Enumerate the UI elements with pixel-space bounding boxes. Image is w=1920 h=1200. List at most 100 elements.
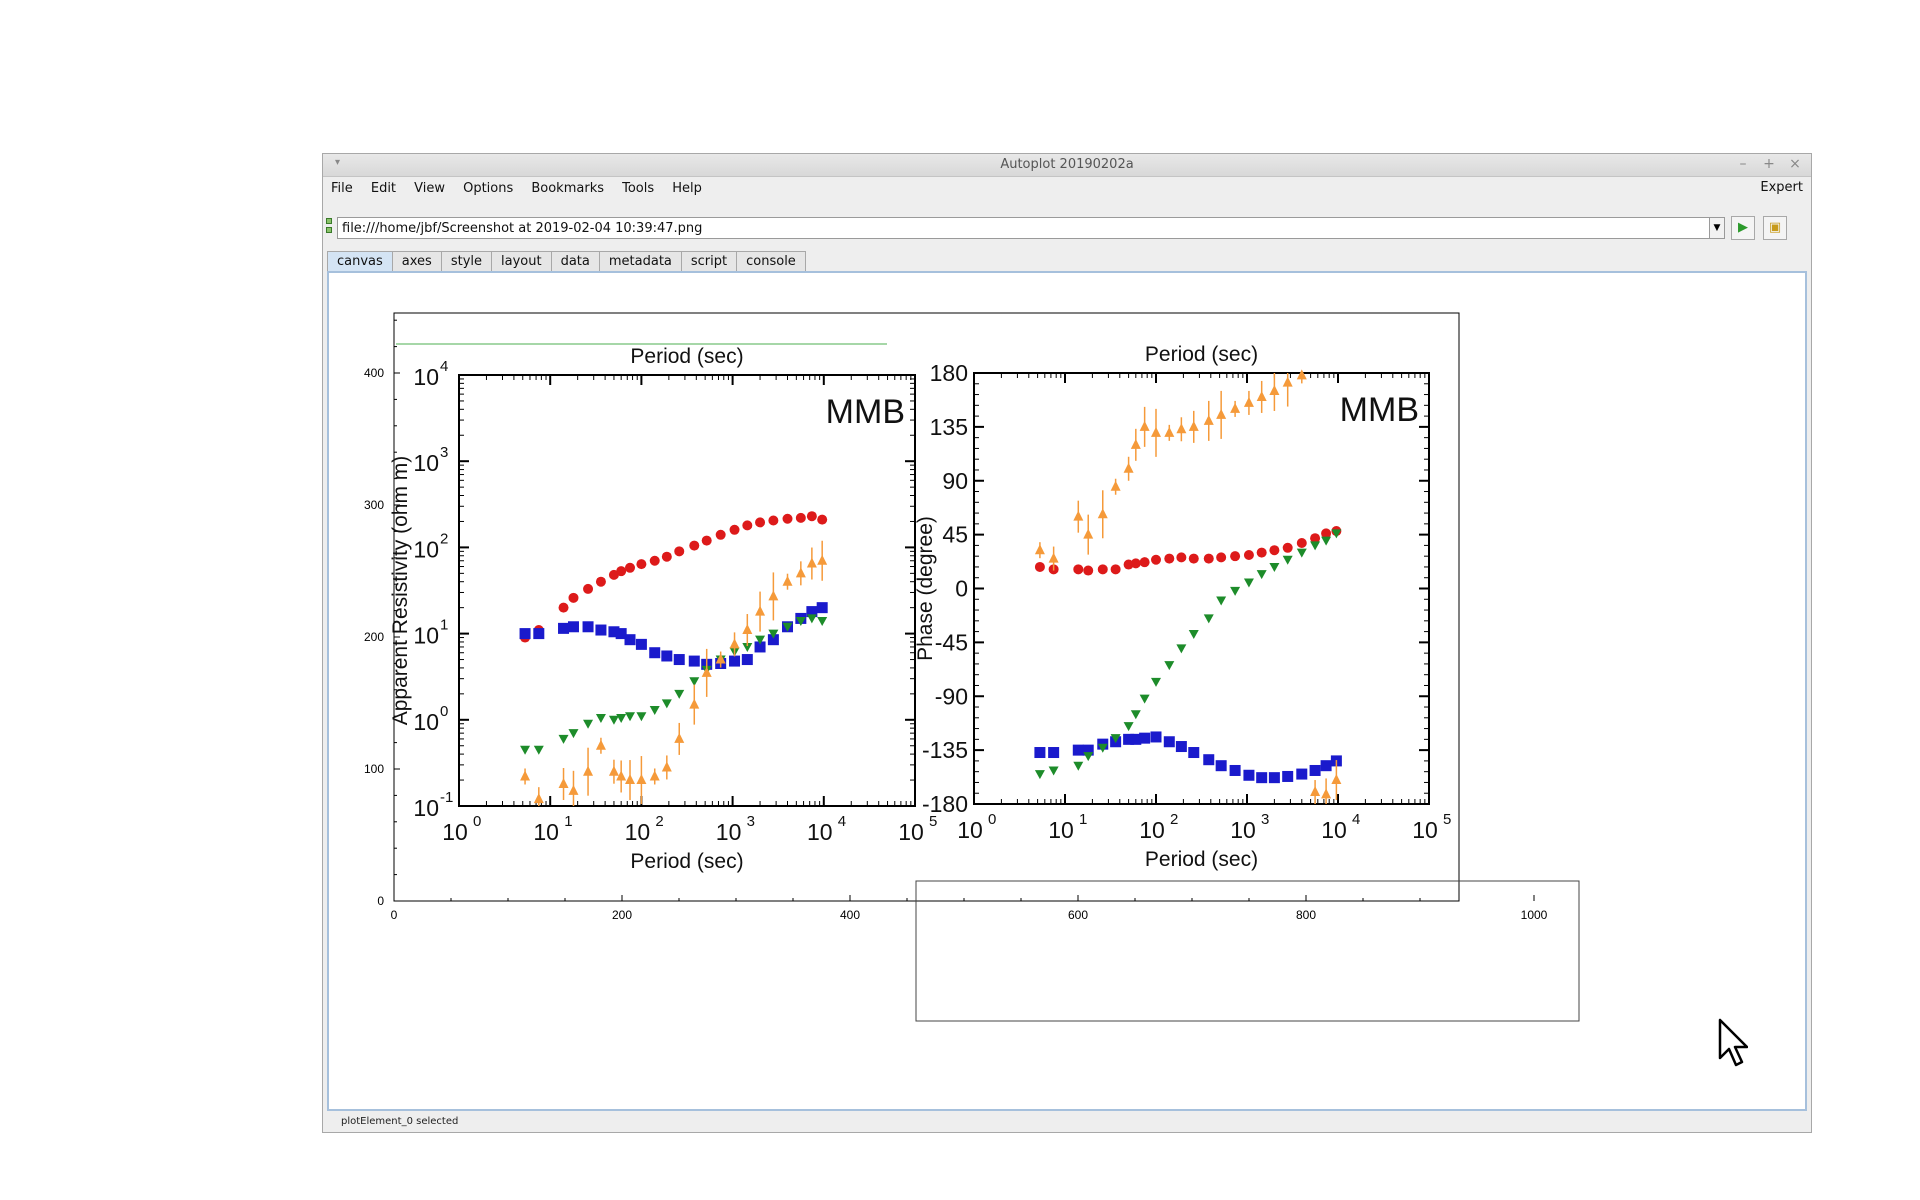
play-icon[interactable]: ▶	[1731, 216, 1755, 240]
data-point-square	[741, 654, 753, 666]
data-point-square	[1072, 744, 1084, 756]
y-tick-label: -90	[935, 683, 968, 709]
data-point-circle	[817, 514, 828, 525]
menu-view[interactable]: View	[414, 181, 445, 196]
data-point-circle	[616, 566, 627, 577]
data-point-triangle-up	[1188, 420, 1199, 431]
data-point-square	[1203, 754, 1215, 766]
chevron-down-icon[interactable]: ▼	[1709, 217, 1725, 239]
window-menu-icon[interactable]: ▾	[335, 157, 341, 168]
tab-style[interactable]: style	[440, 251, 493, 272]
data-point-circle	[636, 559, 647, 570]
data-point-triangle-down	[1216, 596, 1227, 606]
data-point-square	[816, 602, 828, 614]
x-tick-exponent: 0	[988, 811, 996, 828]
y-tick-label: 10	[413, 623, 439, 649]
data-point-circle	[583, 583, 594, 594]
data-point-triangle-down	[608, 715, 619, 725]
x-tick-exponent: 3	[747, 813, 755, 830]
tab-layout[interactable]: layout	[491, 251, 552, 272]
data-point-triangle-up	[1269, 384, 1280, 395]
data-point-triangle-up	[649, 770, 660, 781]
data-point-triangle-down	[1203, 614, 1214, 624]
tab-data[interactable]: data	[550, 251, 600, 272]
data-point-square	[558, 622, 570, 634]
data-point-square	[1123, 733, 1135, 745]
x-tick-label: 10	[1048, 817, 1074, 843]
data-point-triangle-up	[701, 666, 712, 677]
y-tick-label: 200	[364, 630, 384, 644]
data-point-square	[615, 628, 627, 640]
x-axis-label: Period (sec)	[630, 850, 743, 873]
data-point-triangle-down	[1151, 677, 1161, 687]
data-point-circle	[1139, 557, 1150, 568]
chart-top-label: Period (sec)	[630, 345, 743, 368]
drag-handle-icon[interactable]	[326, 218, 333, 236]
tab-canvas[interactable]: canvas	[327, 251, 393, 272]
tab-console[interactable]: console	[736, 251, 806, 272]
data-point-square	[608, 626, 620, 638]
data-point-circle	[1130, 558, 1141, 569]
menu-bookmarks[interactable]: Bookmarks	[531, 181, 604, 196]
minimize-button[interactable]: –	[1739, 156, 1747, 172]
maximize-button[interactable]: +	[1763, 156, 1775, 172]
x-tick-exponent: 1	[564, 813, 572, 830]
mouse-cursor-icon	[1718, 1018, 1748, 1067]
data-point-triangle-down	[1243, 578, 1254, 588]
data-point-triangle-down	[1256, 570, 1267, 580]
menu-bar: File Edit View Options Bookmarks Tools H…	[323, 177, 1811, 199]
data-point-square	[635, 638, 647, 650]
tab-metadata[interactable]: metadata	[598, 251, 682, 272]
data-point-circle	[795, 512, 806, 523]
data-point-square	[624, 634, 636, 646]
data-point-triangle-down	[1296, 548, 1307, 558]
data-point-square	[1150, 731, 1162, 743]
data-point-circle	[1282, 542, 1293, 553]
data-point-triangle-down	[625, 712, 636, 722]
chart-top-label: Period (sec)	[1145, 343, 1258, 366]
data-point-circle	[1097, 564, 1108, 575]
expert-menu[interactable]: Expert	[1760, 180, 1803, 195]
data-point-square	[595, 624, 607, 636]
data-point-triangle-down	[1073, 761, 1084, 771]
menu-file[interactable]: File	[331, 181, 353, 196]
x-tick-exponent: 4	[838, 813, 846, 830]
data-point-triangle-down	[558, 734, 569, 744]
menu-options[interactable]: Options	[463, 181, 514, 196]
data-point-square	[1188, 747, 1200, 759]
menu-help[interactable]: Help	[672, 181, 702, 196]
tab-script[interactable]: script	[680, 251, 738, 272]
data-point-triangle-up	[742, 624, 753, 635]
data-point-triangle-down	[595, 713, 606, 723]
data-point-triangle-down	[1269, 562, 1280, 572]
data-point-triangle-down	[1188, 629, 1199, 639]
plot-canvas[interactable]: 0 200 400 600 800 1000 0 100 200 300 400 Period (s…	[327, 271, 1807, 1111]
data-point-triangle-up	[1048, 552, 1059, 563]
title-bar: ▾ Autoplot 20190202a – + ×	[323, 154, 1811, 177]
data-point-square	[1309, 764, 1321, 776]
x-tick-label: 600	[1068, 908, 1088, 922]
x-tick-label: 10	[533, 819, 559, 845]
data-point-circle	[729, 524, 740, 535]
data-point-triangle-down	[1331, 529, 1342, 539]
data-point-square	[754, 641, 766, 653]
menu-tools[interactable]: Tools	[622, 181, 655, 196]
x-tick-label: 10	[1230, 817, 1256, 843]
data-point-circle	[1151, 554, 1161, 565]
data-point-square	[673, 654, 685, 666]
menu-edit[interactable]: Edit	[370, 181, 397, 196]
data-point-circle	[1296, 538, 1307, 549]
data-point-circle	[1073, 564, 1084, 575]
uri-input[interactable]	[337, 217, 1725, 239]
close-button[interactable]: ×	[1789, 156, 1801, 172]
data-point-triangle-down	[1282, 555, 1293, 565]
data-point-square	[533, 628, 545, 640]
data-point-square	[649, 647, 661, 659]
x-tick-label: 10	[1139, 817, 1165, 843]
app-window: ▾ Autoplot 20190202a – + × File Edit Vie…	[322, 153, 1812, 1133]
tab-axes[interactable]: axes	[391, 251, 442, 272]
x-tick-exponent: 0	[473, 813, 481, 830]
folder-icon[interactable]: ▣	[1763, 216, 1787, 240]
data-point-circle	[1310, 533, 1321, 544]
